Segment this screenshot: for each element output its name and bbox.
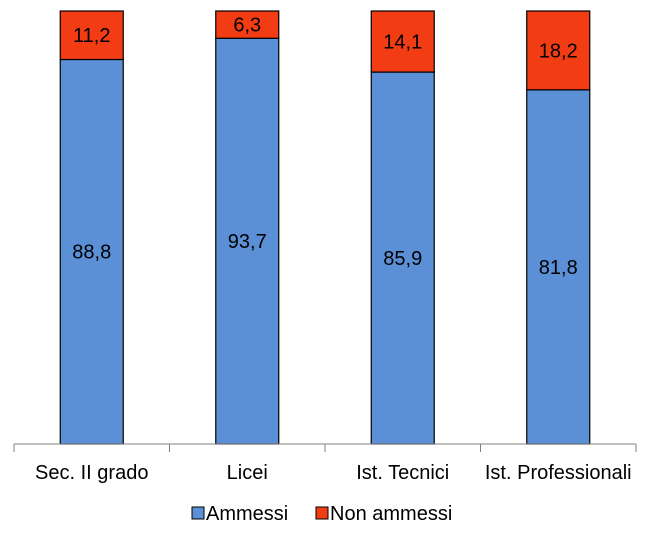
- x-axis: Sec. II grado Licei Ist. Tecnici Ist. Profe…: [13, 443, 637, 484]
- data-label-ammessi-sec-ii-grado: 88,8: [72, 242, 111, 264]
- data-label-ammessi-ist-professionali: 81,8: [539, 257, 578, 279]
- legend-label-ammessi: Ammessi: [206, 503, 288, 525]
- x-tick-label-licei: Licei: [227, 462, 268, 484]
- bar-ammessi-ist-tecnici: [370, 71, 435, 445]
- bar-non-ammessi-ist-tecnici: [370, 10, 435, 73]
- data-label-non-ammessi-licei: 6,3: [233, 15, 261, 37]
- legend: Ammessi Non ammessi: [191, 503, 452, 525]
- x-tick-label-ist-tecnici: Ist. Tecnici: [356, 462, 449, 484]
- data-label-non-ammessi-ist-professionali: 18,2: [539, 40, 578, 62]
- bar-non-ammessi-sec-ii-grado: [59, 10, 124, 61]
- value-labels-layer: 88,8 11,2 93,7 6,3 85,9 14,1 81,8 18,2: [72, 15, 577, 279]
- data-label-non-ammessi-ist-tecnici: 14,1: [383, 32, 422, 54]
- legend-swatch-non-ammessi: [315, 506, 329, 520]
- legend-label-non-ammessi: Non ammessi: [330, 503, 452, 525]
- bar-non-ammessi-licei: [215, 10, 280, 39]
- bar-ammessi-sec-ii-grado: [59, 58, 124, 445]
- data-label-ammessi-licei: 93,7: [228, 231, 267, 253]
- data-label-non-ammessi-sec-ii-grado: 11,2: [73, 25, 110, 47]
- x-tick-label-sec-ii-grado: Sec. II grado: [35, 462, 148, 484]
- x-tick-label-ist-professionali: Ist. Professionali: [485, 462, 632, 484]
- data-label-ammessi-ist-tecnici: 85,9: [383, 248, 422, 270]
- bars-layer: [59, 10, 591, 445]
- bar-non-ammessi-ist-professionali: [526, 10, 591, 91]
- legend-swatch-ammessi: [191, 506, 205, 520]
